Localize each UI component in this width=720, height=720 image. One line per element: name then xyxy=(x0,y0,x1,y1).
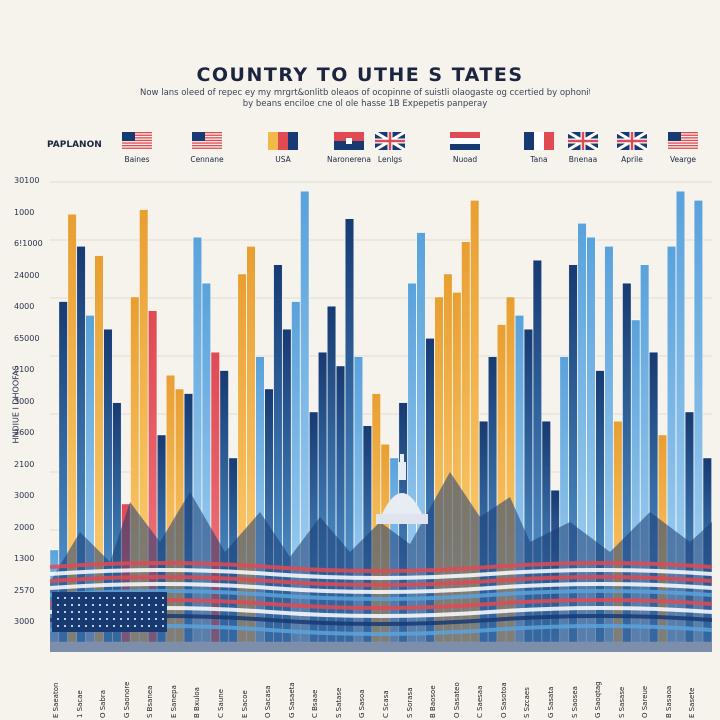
x-tick-label: O Sasotoa xyxy=(499,682,508,718)
x-tick-label: O Sareue xyxy=(641,685,650,718)
legend-flag-1 xyxy=(122,132,152,149)
legend-flag-6 xyxy=(450,132,480,150)
x-tick-label: B Baosoe xyxy=(429,685,438,718)
legend-title: PAPLANON xyxy=(47,140,102,150)
x-tick-label: S Bsanea xyxy=(146,685,155,718)
legend-flag-8 xyxy=(568,132,599,150)
legend-label-5: Lenlgs xyxy=(377,155,403,164)
flag-stripe-band xyxy=(50,589,712,601)
x-tick-label: S Szcaes xyxy=(523,687,532,718)
flag-stripe-band xyxy=(50,582,712,594)
y-tick-label: 30100 xyxy=(14,176,40,185)
legend-flag-10 xyxy=(668,132,698,149)
chart-subtitle-2: by beans enciloe cne ol ole hasse 1B Exp… xyxy=(242,99,488,109)
legend-flag-4 xyxy=(334,132,364,150)
y-tick-label: 2000 xyxy=(14,522,35,532)
star-field xyxy=(52,592,167,632)
legend-label-8: Bnenaa xyxy=(568,155,598,164)
flag-stripe-band xyxy=(50,568,712,580)
legend-label-7: Tana xyxy=(530,155,548,164)
legend-label-3: USA xyxy=(275,155,291,164)
legend-label-4: Naronerena xyxy=(327,155,371,164)
legend-flag-2 xyxy=(192,132,222,149)
x-tick-label: C Bsaae xyxy=(311,689,320,718)
y-tick-label: 3000 xyxy=(14,491,35,500)
legend-flag-5 xyxy=(375,132,406,150)
legend-label-9: Aprile xyxy=(621,155,643,164)
x-tick-label: G Saoqtag xyxy=(594,681,603,718)
chart-subtitle-1: Now lans oleed of repec ey my mrgrt&onli… xyxy=(140,88,590,98)
x-tick-label: C Scasa xyxy=(382,690,390,718)
x-tick-label: E Saeaton xyxy=(52,682,60,718)
x-tick-label: G Sasata xyxy=(547,686,555,718)
x-tick-label: G Saonore xyxy=(122,681,131,718)
legend-label-2: Cennane xyxy=(190,155,224,164)
y-axis-label: HNDIUE I DHOOFAS xyxy=(11,365,21,444)
x-tick-label: C Saesaa xyxy=(476,685,485,718)
y-tick-label: 3000 xyxy=(14,396,35,406)
legend-flag-3 xyxy=(268,132,298,150)
x-tick-label: E Sanepa xyxy=(169,685,178,718)
legend-label-10: Vearge xyxy=(669,155,697,164)
y-tick-label: 2100 xyxy=(14,459,35,469)
flag-stripe-band xyxy=(50,575,712,587)
y-tick-label: 65000 xyxy=(14,333,40,343)
x-tick-label: O Sabra xyxy=(99,689,108,718)
chart-title: COUNTRY TO UTHE S TATES xyxy=(196,64,524,86)
y-tick-label: 2100 xyxy=(14,365,35,374)
y-tick-label: 2570 xyxy=(14,585,35,595)
y-tick-label: 3000 xyxy=(14,617,35,626)
x-tick-label: B Sasaoa xyxy=(664,685,673,718)
x-tick-label: C Saune xyxy=(217,688,225,718)
legend-flag-9 xyxy=(617,132,648,150)
legend-label-1: Baines xyxy=(124,155,150,164)
capitol-dome-icon xyxy=(376,454,428,524)
x-tick-label: S Sasase xyxy=(617,686,626,718)
x-tick-label: O Sasateo xyxy=(452,682,461,718)
x-tick-label: G Sasoa xyxy=(358,689,367,718)
flag-stripe-band xyxy=(50,561,712,573)
bar-chart xyxy=(50,181,712,652)
x-tick-label: S Satase xyxy=(334,687,343,718)
x-tick-label: 1 Sacae xyxy=(75,690,84,718)
y-tick-label: 1000 xyxy=(14,207,35,217)
legend-flag-7 xyxy=(524,132,554,150)
y-tick-label: 4000 xyxy=(14,302,35,311)
y-tick-label: 24000 xyxy=(14,270,40,280)
x-tick-label: E Sasete xyxy=(688,687,697,718)
y-tick-label: 1300 xyxy=(14,554,35,563)
x-tick-label: O Sacasa xyxy=(264,685,273,718)
x-tick-label: B Bxuloa xyxy=(193,687,202,718)
x-tick-label: G Sasaeta xyxy=(287,682,296,718)
x-tick-label: S Sorasa xyxy=(405,687,414,719)
legend-label-6: Nuoad xyxy=(452,155,478,164)
y-tick-label: 2600 xyxy=(14,428,35,437)
x-tick-label: S Saosea xyxy=(570,686,579,718)
x-tick-label: E Sacoe xyxy=(240,690,249,718)
y-tick-label: 6!1000 xyxy=(14,239,43,248)
